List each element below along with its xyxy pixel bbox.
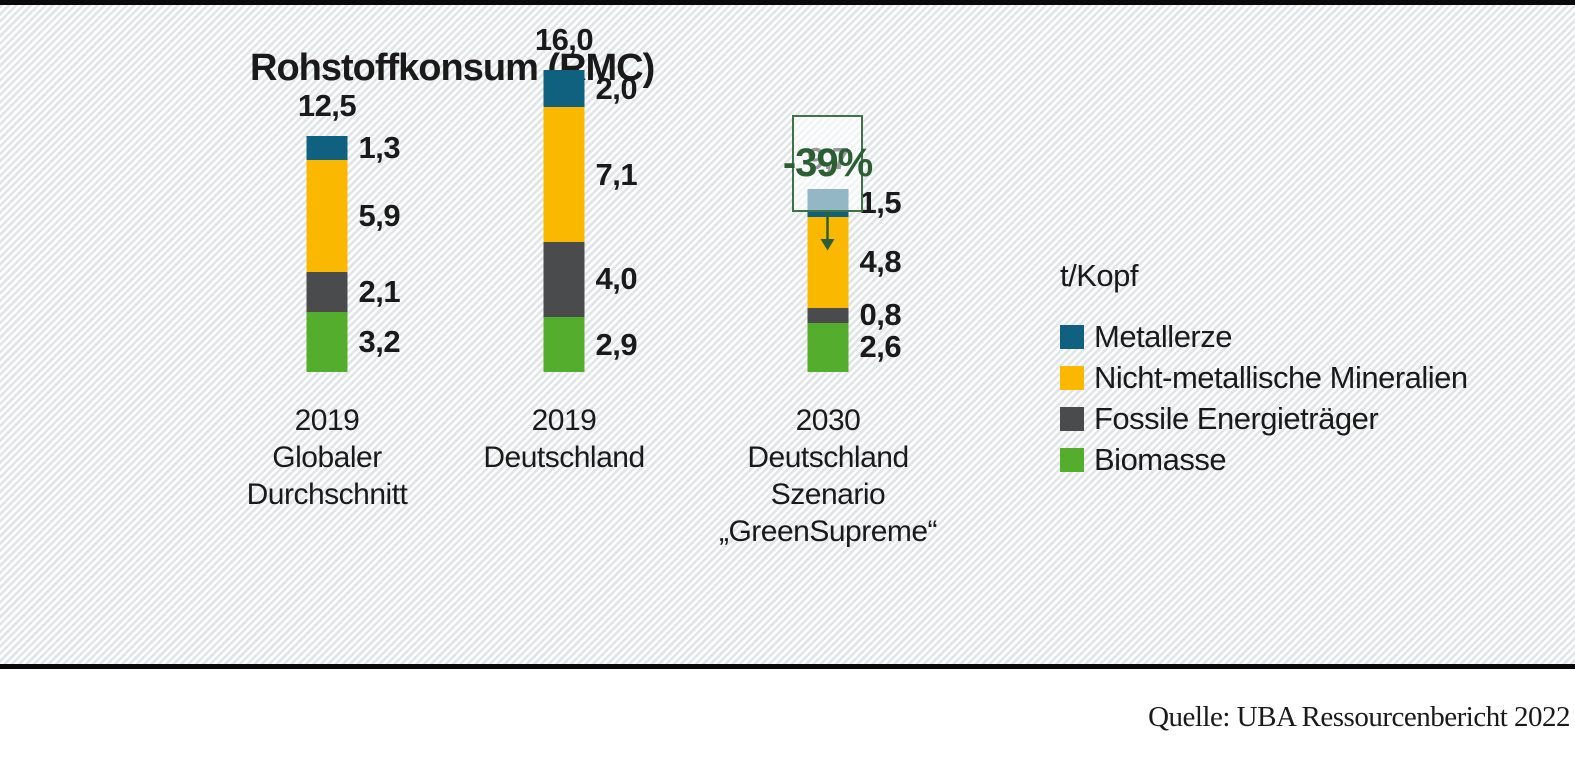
legend-item-label: Metallerze: [1094, 318, 1233, 354]
bottom-border-bar: [0, 664, 1575, 669]
top-border-bar: [0, 0, 1575, 5]
legend-item-label: Biomasse: [1094, 441, 1227, 477]
bar-segment-nicht_metallische_mineralien: 7,1: [543, 107, 638, 242]
segment-value-label: 1,3: [358, 130, 401, 166]
bar-total-label: 16,0: [534, 21, 594, 57]
stacked-bar: 2,0 7,1 4,0 2,9: [543, 69, 638, 372]
bar-segment-fossile_energietraeger: 0,8: [807, 297, 902, 332]
legend-items: Metallerze Nicht-metallische Mineralien …: [1060, 316, 1468, 480]
segment-value-label: 7,1: [595, 156, 638, 192]
segment-value-label: 3,2: [358, 323, 401, 359]
segment-value-label: 0,8: [859, 297, 902, 333]
segment-value-label: 2,6: [859, 329, 902, 365]
segment-value-label: 2,9: [595, 326, 638, 362]
chart-area: Rohstoffkonsum (RMC) 12,5 1,3 5,9 2,1 3,2 2…: [0, 5, 1575, 664]
segment-value-label: 4,0: [595, 261, 638, 297]
bar-category-label: 2019 Globaler Durchschnitt: [246, 404, 408, 511]
stacked-bar: 1,3 5,9 2,1 3,2: [306, 130, 401, 372]
bar-group: 12,5 1,3 5,9 2,1 3,2 2019 Globaler Durchsch…: [247, 88, 408, 511]
legend-swatch-icon: [1060, 365, 1084, 390]
legend-unit-label: t/Kopf: [1060, 258, 1138, 293]
source-note: Quelle: UBA Ressourcenbericht 2022: [1148, 701, 1570, 733]
segment-value-label: 5,9: [358, 198, 401, 234]
segment-value-label: 2,0: [595, 70, 638, 106]
bar-segment-biomasse: 3,2: [306, 311, 401, 372]
annotation-box: -39%: [783, 115, 873, 212]
bar-segment-nicht_metallische_mineralien: 4,8: [807, 217, 902, 308]
bar-total-label: 12,5: [297, 87, 357, 123]
segment-value-label: 4,8: [859, 244, 902, 280]
legend-item: Nicht-metallische Mineralien: [1060, 357, 1468, 398]
legend-item-label: Fossile Energieträger: [1094, 400, 1379, 436]
legend-swatch-icon: [1060, 406, 1084, 431]
bar-category-label: 2030 Deutschland Szenario „GreenSupreme“: [718, 404, 938, 548]
legend: t/Kopf Metallerze Nicht-metallische Mine…: [1060, 258, 1468, 480]
annotation-label: -39%: [782, 141, 873, 185]
legend-item: Metallerze: [1060, 316, 1468, 357]
arrow-down-icon: [820, 212, 835, 251]
chart-title: Rohstoffkonsum (RMC): [250, 47, 655, 89]
bar-segment-fossile_energietraeger: 2,1: [306, 271, 401, 312]
bar-segment-biomasse: 2,6: [807, 322, 902, 372]
bar-segment-fossile_energietraeger: 4,0: [543, 241, 638, 318]
bar-segment-metallerze: 2,0: [543, 69, 638, 108]
legend-swatch-icon: [1060, 447, 1084, 472]
legend-item: Biomasse: [1060, 439, 1468, 480]
bar-segment-nicht_metallische_mineralien: 5,9: [306, 160, 401, 272]
bar-segment-biomasse: 2,9: [543, 317, 638, 372]
bar-segment-metallerze: 1,3: [306, 130, 401, 165]
bar-category-label: 2019 Deutschland: [483, 404, 645, 474]
legend-item-label: Nicht-metallische Mineralien: [1094, 359, 1468, 395]
legend-swatch-icon: [1060, 324, 1084, 349]
segment-value-label: 1,5: [859, 184, 902, 220]
legend-item: Fossile Energieträger: [1060, 398, 1468, 439]
segment-value-label: 2,1: [358, 273, 401, 309]
bar-group: 16,0 2,0 7,1 4,0 2,9 2019 Deutschland: [483, 22, 645, 474]
